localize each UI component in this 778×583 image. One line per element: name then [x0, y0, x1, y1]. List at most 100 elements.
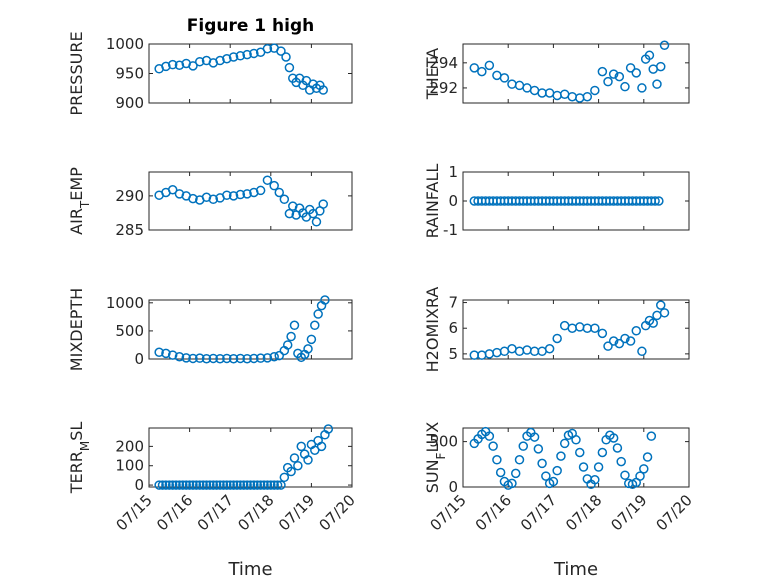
y-tick-label: 285	[115, 221, 144, 239]
data-point	[201, 353, 212, 364]
data-point	[306, 334, 317, 345]
x-tick-label: 07/17	[517, 491, 560, 534]
data-point	[289, 320, 300, 331]
data-point	[242, 49, 252, 60]
data-point	[225, 480, 235, 490]
data-point	[218, 480, 229, 490]
data-point	[157, 480, 168, 490]
data-point	[215, 353, 225, 364]
data-point	[659, 40, 670, 51]
y-axis-label: H2OMIXRA	[423, 287, 442, 373]
data-point	[249, 48, 259, 59]
data-point	[262, 480, 273, 490]
data-point	[245, 480, 256, 490]
x-axis-label: Time	[553, 559, 598, 580]
y-tick-label: 0	[448, 478, 458, 496]
y-tick-label: 1000	[106, 294, 144, 312]
data-point	[612, 443, 623, 453]
axes-frame	[148, 427, 353, 488]
data-point	[296, 441, 306, 452]
data-point	[603, 76, 613, 87]
data-point	[484, 60, 495, 71]
y-tick-label: 0	[448, 192, 458, 210]
data-point	[318, 85, 328, 95]
data-point	[276, 480, 286, 490]
data-point	[548, 476, 559, 487]
data-point	[320, 295, 330, 305]
data-point	[188, 480, 198, 490]
data-point	[625, 63, 636, 73]
data-point	[552, 465, 562, 476]
data-point	[614, 71, 625, 82]
data-point	[208, 353, 219, 364]
data-point	[559, 438, 570, 449]
data-point	[154, 480, 164, 490]
data-point	[648, 318, 658, 328]
data-point	[222, 54, 232, 64]
data-point	[191, 480, 202, 490]
y-tick-label: 6	[448, 319, 458, 337]
data-point	[593, 462, 604, 472]
data-point	[323, 424, 334, 434]
data-point	[205, 480, 215, 490]
data-point	[167, 59, 178, 70]
data-point	[597, 66, 608, 77]
data-point	[575, 447, 585, 458]
data-point	[514, 455, 525, 465]
data-point	[181, 353, 191, 363]
data-point	[282, 340, 293, 350]
data-point	[284, 208, 295, 219]
data-point	[167, 480, 178, 490]
data-point	[318, 199, 328, 209]
data-point	[616, 456, 626, 467]
data-point	[650, 196, 660, 206]
subplot-rainfall: -1 0 1 RAINFALL	[423, 163, 690, 239]
data-point	[608, 433, 619, 443]
y-axis-label: RAINFALL	[423, 164, 442, 239]
data-point	[652, 79, 662, 89]
data-point	[620, 81, 630, 92]
data-point	[242, 480, 252, 490]
data-point	[235, 51, 246, 61]
data-point	[222, 190, 232, 200]
data-point	[507, 478, 517, 489]
data-point	[211, 480, 222, 490]
data-point	[310, 320, 320, 331]
data-point	[639, 464, 649, 474]
data-point	[188, 353, 198, 364]
subplot-mixdepth: 0 500 1000 MIXDEPTH	[67, 288, 353, 371]
data-point	[198, 480, 208, 490]
y-axis-label: TERRMSL	[67, 422, 92, 495]
x-tick-label: 07/18	[234, 491, 277, 534]
data-point	[279, 472, 290, 483]
x-tick-label: 07/19	[275, 491, 318, 534]
data-point	[637, 83, 647, 93]
data-point	[590, 323, 600, 333]
y-axis-label: PRESSURE	[67, 31, 86, 115]
y-tick-label: 950	[115, 65, 144, 83]
data-point	[656, 300, 666, 310]
y-tick-label: 100	[115, 457, 144, 475]
data-point	[164, 480, 175, 490]
data-point	[222, 480, 232, 490]
data-point	[659, 308, 670, 318]
data-point	[242, 353, 252, 364]
y-tick-label: 7	[448, 294, 458, 312]
data-point	[614, 338, 625, 349]
data-point	[274, 350, 285, 361]
data-point	[637, 346, 647, 357]
data-point	[228, 353, 239, 364]
data-point	[167, 184, 178, 195]
x-tick-label: 07/15	[113, 491, 156, 534]
data-point	[477, 66, 487, 77]
data-point	[578, 462, 589, 472]
x-tick-label: 07/20	[653, 491, 696, 534]
subplot-sun_flux: 0 500 07/15 07/16 07/17 07/18 07/19 07/20 SUNFLU…	[423, 422, 696, 580]
data-point	[161, 480, 171, 490]
data-point	[235, 480, 246, 490]
y-axis-label: SUNFLUX	[423, 422, 448, 494]
data-point	[620, 333, 630, 344]
data-point	[252, 480, 263, 490]
data-point	[208, 480, 219, 490]
data-point	[174, 480, 185, 490]
